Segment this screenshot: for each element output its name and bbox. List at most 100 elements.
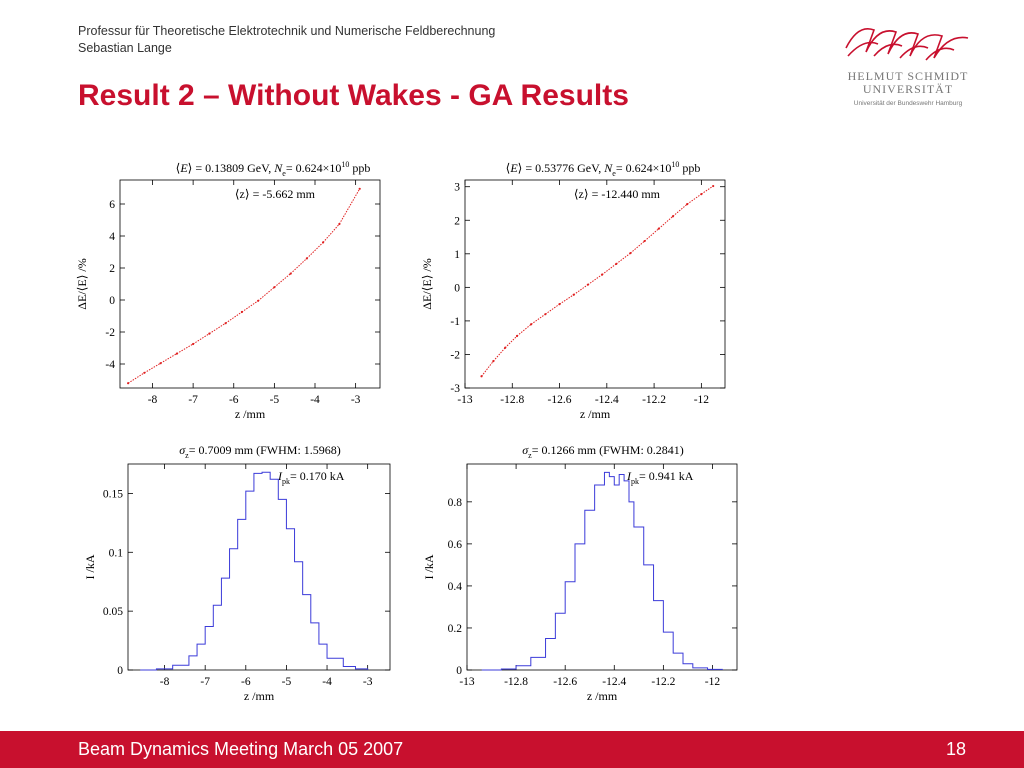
footer-bar: Beam Dynamics Meeting March 05 2007 18	[0, 731, 1024, 768]
plot-frame	[466, 463, 738, 671]
footer-meeting: Beam Dynamics Meeting March 05 2007	[78, 739, 404, 759]
data-trace-segment	[658, 215, 674, 230]
data-trace-segment	[504, 335, 518, 349]
data-trace-segment	[701, 185, 714, 195]
x-tick-label: -6	[229, 394, 239, 406]
plot-current-profile-2: σz= 0.1266 mm (FWHM: 0.2841) Ipk= 0.941 …	[422, 443, 738, 703]
y-tick-label: 6	[109, 199, 115, 211]
x-tick-label: -5	[282, 676, 292, 688]
data-trace-segment	[257, 286, 275, 302]
data-point	[358, 187, 361, 190]
y-tick-label: 0	[456, 665, 462, 677]
x-tick-label: -7	[188, 394, 198, 406]
y-tick-label: 4	[109, 231, 115, 243]
svg-text:σz= 0.1266 mm (FWHM: 0.2841): σz= 0.1266 mm (FWHM: 0.2841)	[522, 443, 684, 460]
plot1-title-e-label: E	[179, 161, 188, 175]
data-trace-segment	[545, 303, 560, 315]
logo-subtitle: Universität der Bundeswehr Hamburg	[854, 100, 963, 107]
y-tick-label: -2	[105, 327, 115, 339]
y-tick-label: -4	[105, 359, 115, 371]
x-axis-label: z /mm	[235, 407, 266, 418]
x-tick-label: -12	[694, 394, 710, 406]
x-tick-label: -8	[148, 394, 158, 406]
data-trace-segment	[630, 240, 645, 254]
plot1-title-n-value: = 0.624×10	[286, 161, 342, 175]
plot1-title-n-exp: 10	[341, 160, 349, 169]
plot4-title: = 0.1266 mm (FWHM: 0.2841)	[532, 443, 684, 457]
plot4-annotation: = 0.941 kA	[639, 469, 694, 483]
data-point	[712, 184, 715, 188]
plot3-title: = 0.7009 mm (FWHM: 1.5968)	[189, 443, 341, 457]
data-trace-segment	[306, 242, 324, 259]
current-profile-line	[140, 471, 369, 671]
x-tick-label: -12.4	[595, 394, 619, 406]
data-trace-segment	[290, 258, 308, 274]
plot2-title-n-sub: e	[612, 169, 616, 178]
x-tick-label: -4	[310, 394, 320, 406]
data-trace-segment	[241, 300, 259, 313]
data-trace-segment	[615, 252, 631, 265]
y-axis-label: ΔE/⟨E⟩ /%	[75, 258, 89, 309]
x-tick-label: -12.8	[500, 394, 524, 406]
y-tick-label: 2	[454, 215, 460, 227]
y-axis-label: ΔE/⟨E⟩ /%	[420, 258, 434, 309]
y-tick-label: 0.05	[103, 606, 123, 618]
y-tick-label: 2	[109, 263, 115, 275]
page-title: Result 2 – Without Wakes - GA Results	[78, 79, 629, 112]
y-axis-label: I /kA	[83, 554, 97, 579]
data-trace-segment	[601, 263, 617, 276]
y-tick-label: 0	[454, 282, 460, 294]
y-tick-label: 0.8	[448, 497, 463, 509]
plot-frame	[464, 179, 726, 389]
x-tick-label: -8	[160, 676, 170, 688]
plot-energy-spread-2: ⟨E⟩ = 0.53776 GeV, Ne= 0.624×1010 ppb -1…	[420, 160, 726, 418]
plot-current-profile-1: σz= 0.7009 mm (FWHM: 1.5968) Ipk= 0.170 …	[83, 443, 391, 703]
plot3-annotation: = 0.170 kA	[290, 469, 345, 483]
x-tick-label: -12	[705, 676, 721, 688]
data-trace-segment	[274, 273, 291, 288]
plot-frame	[127, 463, 391, 671]
plot1-title-n-unit: ppb	[352, 161, 370, 175]
data-trace-segment	[573, 284, 589, 296]
x-tick-label: -12.6	[548, 394, 572, 406]
x-tick-label: -5	[270, 394, 280, 406]
data-trace-segment	[672, 203, 688, 217]
svg-text:⟨E⟩ = 0.53776 GeV, Ne= 0.624×1: ⟨E⟩ = 0.53776 GeV, Ne= 0.624×1010 ppb	[506, 160, 701, 178]
x-tick-label: -12.2	[651, 676, 675, 688]
plot2-title-n-unit: ppb	[682, 161, 700, 175]
x-tick-label: -12.6	[553, 676, 577, 688]
data-trace-segment	[209, 322, 226, 335]
x-axis-label: z /mm	[580, 407, 611, 418]
plot-annotation: ⟨z⟩ = -12.440 mm	[574, 187, 661, 201]
data-trace-segment	[492, 347, 506, 362]
x-tick-label: -13	[457, 394, 473, 406]
logo-name: HELMUT SCHMIDT	[848, 69, 969, 83]
plot2-title-n-label: N	[603, 161, 613, 175]
data-trace-segment	[127, 372, 145, 384]
data-trace-segment	[587, 274, 603, 286]
data-trace-segment	[481, 360, 494, 377]
svg-text:Ipk= 0.170 kA: Ipk= 0.170 kA	[277, 469, 345, 486]
y-tick-label: 0.6	[448, 539, 463, 551]
x-tick-label: -4	[322, 676, 332, 688]
x-tick-label: -12.8	[504, 676, 528, 688]
plot1-title-n-sub: e	[282, 169, 286, 178]
logo-university: UNIVERSITÄT	[863, 82, 953, 96]
data-trace-segment	[530, 313, 546, 325]
data-trace-segment	[516, 323, 532, 337]
current-profile-line	[481, 471, 723, 671]
x-tick-label: -7	[200, 676, 210, 688]
data-trace-segment	[686, 193, 702, 205]
data-trace-segment	[160, 353, 178, 364]
university-logo: HELMUT SCHMIDT UNIVERSITÄT Universität d…	[845, 28, 969, 107]
y-tick-label: 0	[117, 665, 123, 677]
data-trace-segment	[225, 311, 243, 324]
y-tick-label: 0.1	[109, 547, 124, 559]
slide-number: 18	[945, 739, 966, 759]
y-tick-label: 0.2	[448, 623, 463, 635]
data-trace-segment	[144, 362, 161, 374]
plot1-title-n-label: N	[273, 161, 283, 175]
y-tick-label: 0.15	[103, 488, 123, 500]
plot2-title-n-value: = 0.624×10	[616, 161, 672, 175]
data-trace-segment	[192, 333, 210, 345]
